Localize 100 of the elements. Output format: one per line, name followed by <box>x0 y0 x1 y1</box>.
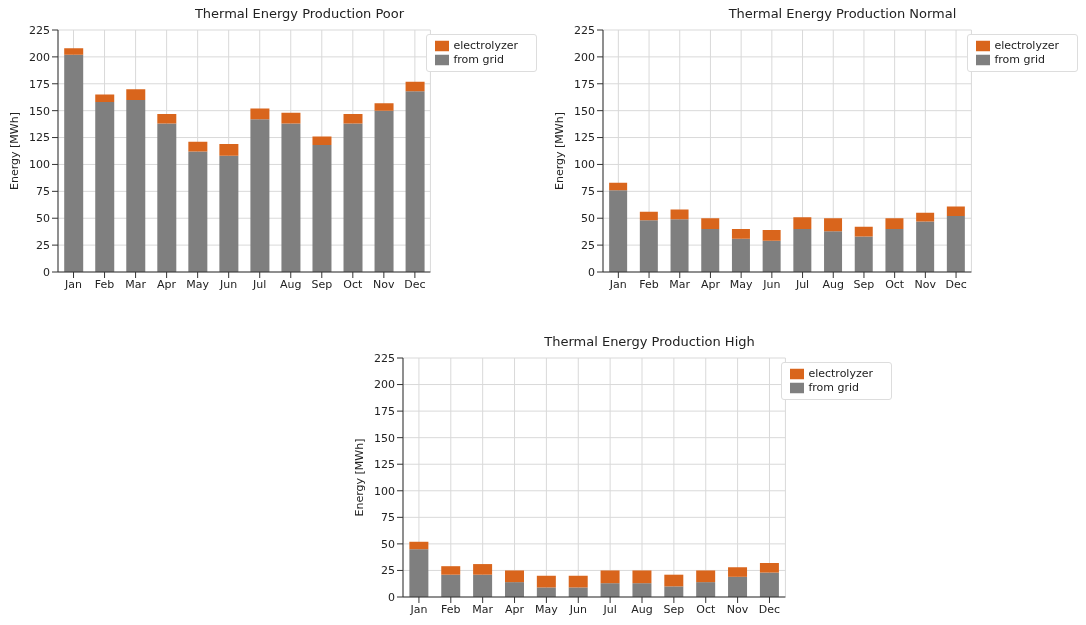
bar <box>188 141 208 152</box>
bar <box>670 209 689 220</box>
y-tick-label: 150 <box>29 104 50 118</box>
y-tick-label: 50 <box>581 212 595 226</box>
x-tick-label: Mar <box>472 602 494 616</box>
bar <box>343 123 363 272</box>
x-tick-label: Apr <box>700 277 721 291</box>
bar <box>639 211 658 221</box>
bar <box>281 123 301 272</box>
x-tick-label: Oct <box>885 277 905 291</box>
y-tick-label: 175 <box>574 77 595 91</box>
bar <box>536 587 556 597</box>
legend-label: from grid <box>994 53 1046 66</box>
x-tick-label: Apr <box>505 602 525 616</box>
bar <box>696 582 716 597</box>
x-tick-label: Jul <box>794 277 810 291</box>
x-tick-label: Sep <box>853 277 875 291</box>
y-tick-label: 150 <box>374 431 395 445</box>
bar <box>126 99 146 272</box>
y-tick-label: 200 <box>374 378 395 392</box>
y-tick-label: 200 <box>574 50 595 64</box>
x-tick-label: Mar <box>669 277 691 291</box>
x-tick-label: Mar <box>125 277 147 291</box>
bar <box>632 583 652 597</box>
bar <box>824 218 843 232</box>
x-tick-label: Jan <box>64 277 83 291</box>
bar <box>916 212 935 222</box>
bar <box>854 236 873 272</box>
y-tick-label: 200 <box>29 50 50 64</box>
bar <box>64 54 84 272</box>
bar <box>759 572 779 597</box>
legend-label: from grid <box>453 53 505 66</box>
x-tick-label: Jan <box>409 602 428 616</box>
y-tick-label: 75 <box>381 511 395 525</box>
y-tick-label: 100 <box>574 158 595 172</box>
x-tick-label: Oct <box>343 277 364 291</box>
legend-label: electrolyzer <box>994 39 1059 52</box>
bar <box>793 217 812 229</box>
bar <box>473 574 493 597</box>
bar <box>762 230 781 241</box>
legend-label: from grid <box>808 381 860 394</box>
x-tick-label: Aug <box>822 277 844 291</box>
bar <box>600 570 620 584</box>
bar <box>441 566 461 575</box>
bar <box>759 563 779 573</box>
x-tick-label: Nov <box>373 277 396 291</box>
bar <box>312 136 332 146</box>
bar <box>219 144 239 156</box>
bar <box>312 145 332 272</box>
bar <box>219 155 239 272</box>
bar <box>405 81 425 92</box>
bar <box>409 549 429 597</box>
x-tick-label: Sep <box>663 602 685 616</box>
y-tick-label: 175 <box>29 77 50 91</box>
y-tick-label: 50 <box>36 212 50 226</box>
bar <box>250 119 270 272</box>
bar <box>854 226 873 237</box>
bar <box>504 570 524 583</box>
legend-label: electrolyzer <box>808 367 873 380</box>
bar <box>632 570 652 584</box>
y-axis-title: Energy [MWh] <box>552 112 566 190</box>
x-tick-label: Jan <box>608 277 627 291</box>
y-tick-label: 150 <box>574 104 595 118</box>
y-tick-label: 0 <box>43 265 50 279</box>
bar <box>568 587 588 597</box>
bar <box>664 574 684 587</box>
y-tick-label: 75 <box>581 185 595 199</box>
x-tick-label: Jun <box>762 277 781 291</box>
bar <box>701 228 720 272</box>
bar <box>250 108 270 120</box>
x-tick-label: Feb <box>94 277 115 291</box>
bar <box>374 103 394 111</box>
x-tick-label: Feb <box>639 277 659 291</box>
x-tick-label: Jul <box>252 277 267 291</box>
y-tick-label: 225 <box>374 351 395 365</box>
y-tick-label: 25 <box>36 239 50 253</box>
x-tick-label: Dec <box>758 602 781 616</box>
bar <box>609 182 628 191</box>
bar <box>504 582 524 597</box>
x-tick-label: May <box>186 277 210 291</box>
bar <box>885 218 904 229</box>
x-tick-label: Jun <box>219 277 238 291</box>
bar <box>793 228 812 272</box>
y-tick-label: 225 <box>29 23 50 37</box>
x-tick-label: Apr <box>157 277 177 291</box>
bar <box>696 570 716 583</box>
bar <box>126 89 146 100</box>
x-tick-label: Aug <box>280 277 302 291</box>
bar <box>916 221 935 272</box>
x-tick-label: Nov <box>726 602 749 616</box>
y-axis-title: Energy [MWh] <box>352 438 366 517</box>
legend-label: electrolyzer <box>453 39 518 52</box>
x-tick-label: Dec <box>945 277 967 291</box>
bar <box>441 574 461 597</box>
y-tick-label: 50 <box>381 537 395 551</box>
bar <box>95 102 115 272</box>
chart-title: Thermal Energy Production Poor <box>193 7 406 21</box>
bar <box>946 206 965 217</box>
bar <box>946 216 965 272</box>
bar <box>473 564 493 575</box>
